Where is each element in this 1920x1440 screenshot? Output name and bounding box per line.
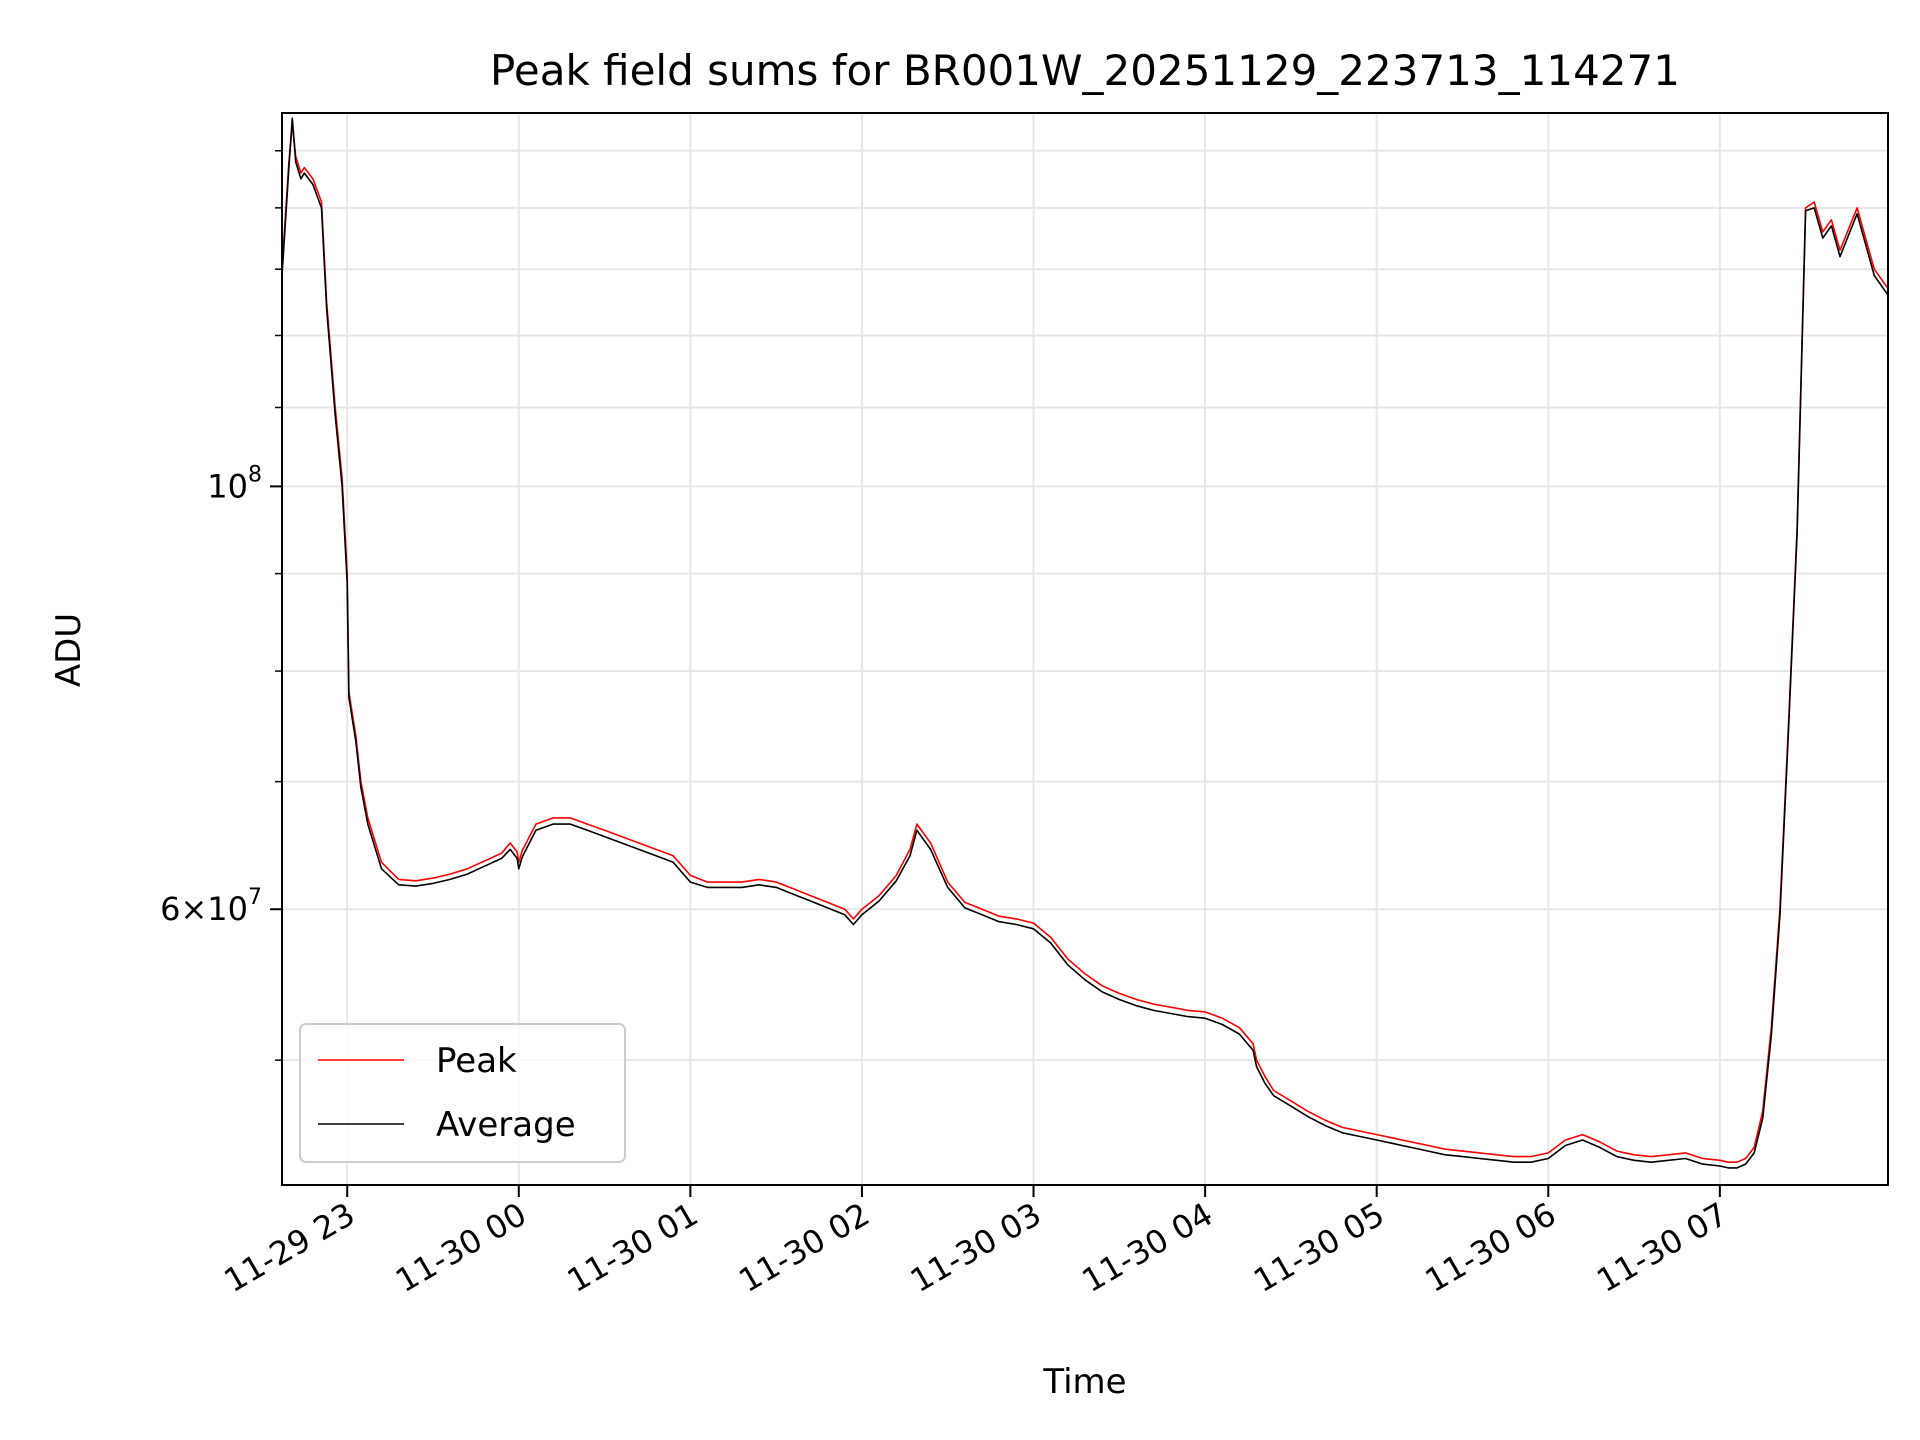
series-line-average xyxy=(282,117,1888,1169)
y-tick-label: 6×107 xyxy=(160,885,262,928)
legend-label-average: Average xyxy=(436,1105,576,1145)
legend-box xyxy=(299,1023,626,1163)
legend: Peak Average xyxy=(299,1023,626,1163)
x-axis-label: Time xyxy=(1042,1362,1126,1402)
plot-frame xyxy=(281,112,1889,1186)
y-axis-label: ADU xyxy=(49,613,89,687)
series-layer xyxy=(282,117,1888,1169)
series-line-peak xyxy=(282,122,1888,1163)
chart-title: Peak field sums for BR001W_20251129_2237… xyxy=(490,46,1680,95)
y-tick-label: 108 xyxy=(207,462,262,505)
y-axis-ticks: 108 6×107 xyxy=(160,150,282,1061)
legend-label-peak: Peak xyxy=(436,1041,517,1081)
grid xyxy=(282,113,1888,1185)
